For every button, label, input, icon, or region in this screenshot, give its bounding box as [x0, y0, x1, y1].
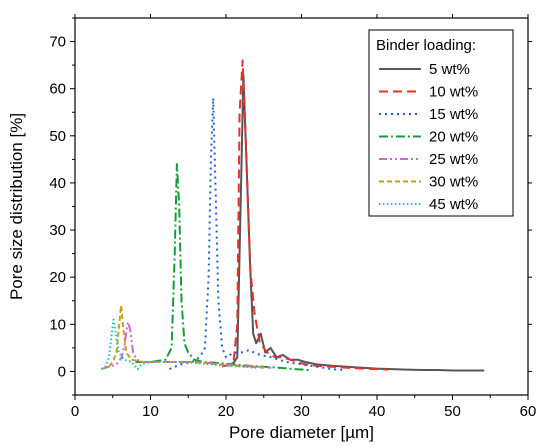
y-tick-label: 60 — [49, 81, 66, 98]
legend: Binder loading: 5 wt% 10 wt% 15 wt% 20 wt% 2… — [368, 29, 514, 217]
y-tick-label: 50 — [49, 128, 66, 145]
x-tick-label: 20 — [218, 403, 235, 420]
legend-label-3: 15 wt% — [429, 106, 478, 123]
legend-title: Binder loading: — [376, 37, 476, 54]
x-tick-label: 60 — [520, 403, 537, 420]
y-tick-label: 40 — [49, 175, 66, 192]
y-tick-label: 70 — [49, 34, 66, 51]
legend-label-2: 10 wt% — [429, 84, 478, 101]
y-tick-label: 10 — [49, 316, 66, 333]
x-tick-label: 40 — [369, 403, 386, 420]
y-tick-label: 0 — [58, 363, 66, 380]
x-tick-label: 50 — [444, 403, 461, 420]
legend-label-4: 20 wt% — [429, 129, 478, 146]
x-tick-label: 0 — [71, 403, 79, 420]
legend-label-7: 45 wt% — [429, 196, 478, 213]
legend-label-1: 5 wt% — [429, 61, 470, 78]
series-line-7 — [100, 318, 257, 371]
legend-label-5: 25 wt% — [429, 151, 478, 168]
x-tick-label: 10 — [142, 403, 159, 420]
x-axis-title: Pore diameter [µm] — [229, 423, 374, 442]
legend-label-6: 30 wt% — [429, 174, 478, 191]
y-axis-title: Pore size distribution [%] — [7, 113, 26, 300]
series-line-6 — [101, 304, 264, 371]
axes-layer: 0 10 20 30 40 50 60 0 10 20 30 40 50 60 70 — [49, 14, 536, 420]
x-tick-label: 30 — [293, 403, 310, 420]
series-line-2 — [221, 59, 389, 371]
y-tick-label: 20 — [49, 269, 66, 286]
series-line-3 — [169, 97, 344, 371]
y-tick-label: 30 — [49, 222, 66, 239]
series-layer — [100, 59, 485, 372]
legend-box — [368, 29, 514, 217]
